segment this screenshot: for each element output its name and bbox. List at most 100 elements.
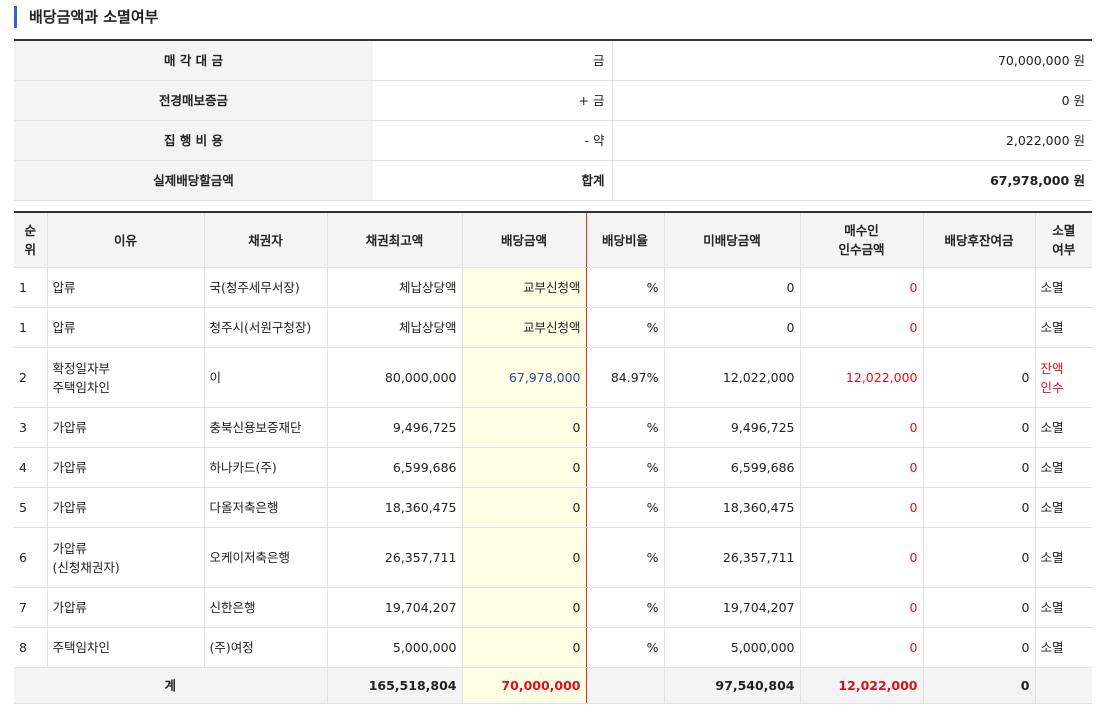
- table-cell: 5: [14, 487, 48, 528]
- table-row: 7 가압류 신한은행 19,704,207 0% 19,704,207 0 0 소멸: [14, 587, 1092, 628]
- summary-cell: 집 행 비 용: [14, 120, 373, 161]
- total-cell: 70,000,000: [461, 667, 587, 704]
- table-cell: 7: [14, 587, 48, 628]
- column-header: 배당후잔여금: [922, 212, 1036, 268]
- table-cell: 0: [799, 587, 924, 628]
- summary-cell: 전경매보증금: [14, 80, 373, 121]
- table-cell: 6,599,686: [326, 447, 463, 488]
- table-cell: 67,978,000: [461, 347, 587, 408]
- table-cell: 0: [922, 587, 1036, 628]
- table-cell: %: [585, 407, 665, 448]
- table-cell: 확정일자부 주택임차인: [46, 347, 205, 408]
- summary-cell: 2,022,000 원: [612, 120, 1092, 161]
- table-row: 8 주택임차인 (주)여정 5,000,000 0% 5,000,000 0 0 소멸: [14, 627, 1092, 668]
- table-cell: 가압류: [46, 487, 205, 528]
- column-header: 이유: [46, 212, 205, 268]
- table-cell: 0: [799, 407, 924, 448]
- table-row: 1 압류 국(청주세무서장) 체납상당액 교부신청액% 0 0 소멸: [14, 267, 1092, 308]
- table-cell: 9,496,725: [326, 407, 463, 448]
- summary-row: 매 각 대 금 금 70,000,000 원: [14, 40, 1092, 81]
- column-header: 채권자: [203, 212, 328, 268]
- table-cell: 6: [14, 527, 48, 588]
- table-cell: 소멸: [1034, 267, 1092, 308]
- table-cell: 6,599,686: [663, 447, 801, 488]
- table-cell: 2: [14, 347, 48, 408]
- table-cell: 8: [14, 627, 48, 668]
- table-cell: 소멸: [1034, 527, 1092, 588]
- column-header: 순 위: [14, 212, 48, 268]
- table-cell: 5,000,000: [663, 627, 801, 668]
- table-cell: [922, 307, 1036, 348]
- table-cell: 0: [922, 447, 1036, 488]
- column-header: 배당비율: [585, 212, 665, 268]
- table-cell: 84.97%: [585, 347, 665, 408]
- table-cell: 소멸: [1034, 307, 1092, 348]
- table-cell: 충북신용보증재단: [203, 407, 328, 448]
- table-row: 1 압류 청주시(서원구청장) 체납상당액 교부신청액% 0 0 소멸: [14, 307, 1092, 348]
- table-cell: 0: [461, 407, 587, 448]
- table-cell: 하나카드(주): [203, 447, 328, 488]
- table-cell: 가압류: [46, 407, 205, 448]
- table-cell: %: [585, 267, 665, 308]
- table-cell: 26,357,711: [663, 527, 801, 588]
- table-cell: %: [585, 487, 665, 528]
- table-cell: 잔액 인수: [1034, 347, 1092, 408]
- table-row: 2 확정일자부 주택임차인 이 80,000,000 67,978,000 84.97% 1…: [14, 347, 1092, 408]
- table-cell: 0: [799, 487, 924, 528]
- summary-cell: 매 각 대 금: [14, 40, 373, 81]
- total-cell: 12,022,000: [799, 667, 924, 704]
- table-cell: 신한은행: [203, 587, 328, 628]
- table-cell: 가압류: [46, 447, 205, 488]
- table-cell: 가압류 (신청채권자): [46, 527, 205, 588]
- table-cell: 이: [203, 347, 328, 408]
- table-cell: %: [585, 527, 665, 588]
- table-row: 3 가압류 충북신용보증재단 9,496,725 0% 9,496,725 0 0 소멸: [14, 407, 1092, 448]
- table-cell: 교부신청액: [461, 307, 587, 348]
- table-cell: 0: [922, 627, 1036, 668]
- summary-cell: 67,978,000 원: [612, 160, 1092, 201]
- table-cell: 5,000,000: [326, 627, 463, 668]
- table-cell: 0: [922, 527, 1036, 588]
- table-cell: %: [585, 627, 665, 668]
- table-cell: 18,360,475: [326, 487, 463, 528]
- table-cell: 소멸: [1034, 627, 1092, 668]
- table-cell: 다올저축은행: [203, 487, 328, 528]
- summary-row: 실제배당할금액 합계 67,978,000 원: [14, 160, 1092, 201]
- table-cell: 0: [461, 627, 587, 668]
- table-cell: 압류: [46, 307, 205, 348]
- total-cell: 165,518,804: [326, 667, 463, 704]
- table-cell: %: [585, 587, 665, 628]
- table-row: 4 가압류 하나카드(주) 6,599,686 0% 6,599,686 0 0 소멸: [14, 447, 1092, 488]
- table-cell: 12,022,000: [663, 347, 801, 408]
- table-cell: 0: [799, 527, 924, 588]
- table-cell: 교부신청액: [461, 267, 587, 308]
- summary-cell: 실제배당할금액: [14, 160, 373, 201]
- table-cell: 0: [922, 407, 1036, 448]
- table-cell: 0: [461, 487, 587, 528]
- table-cell: 0: [663, 267, 801, 308]
- table-cell: 가압류: [46, 587, 205, 628]
- table-cell: 0: [461, 447, 587, 488]
- table-cell: 주택임차인: [46, 627, 205, 668]
- total-cell: 계: [14, 667, 328, 704]
- table-cell: 0: [799, 267, 924, 308]
- summary-cell: - 약: [373, 120, 613, 161]
- section-title: 배당금액과 소멸여부: [14, 6, 158, 28]
- table-cell: 9,496,725: [663, 407, 801, 448]
- column-header: 배당금액: [461, 212, 587, 268]
- table-cell: 19,704,207: [326, 587, 463, 628]
- table-cell: 0: [799, 307, 924, 348]
- table-cell: 12,022,000: [799, 347, 924, 408]
- column-header: 소멸 여부: [1034, 212, 1092, 268]
- table-cell: 0: [799, 627, 924, 668]
- table-cell: 0: [799, 447, 924, 488]
- table-cell: 국(청주세무서장): [203, 267, 328, 308]
- table-cell: 4: [14, 447, 48, 488]
- summary-cell: + 금: [373, 80, 613, 121]
- table-row: 5 가압류 다올저축은행 18,360,475 0% 18,360,475 0 0 소멸: [14, 487, 1092, 528]
- table-cell: 26,357,711: [326, 527, 463, 588]
- table-cell: 3: [14, 407, 48, 448]
- total-cell: 97,540,804: [663, 667, 801, 704]
